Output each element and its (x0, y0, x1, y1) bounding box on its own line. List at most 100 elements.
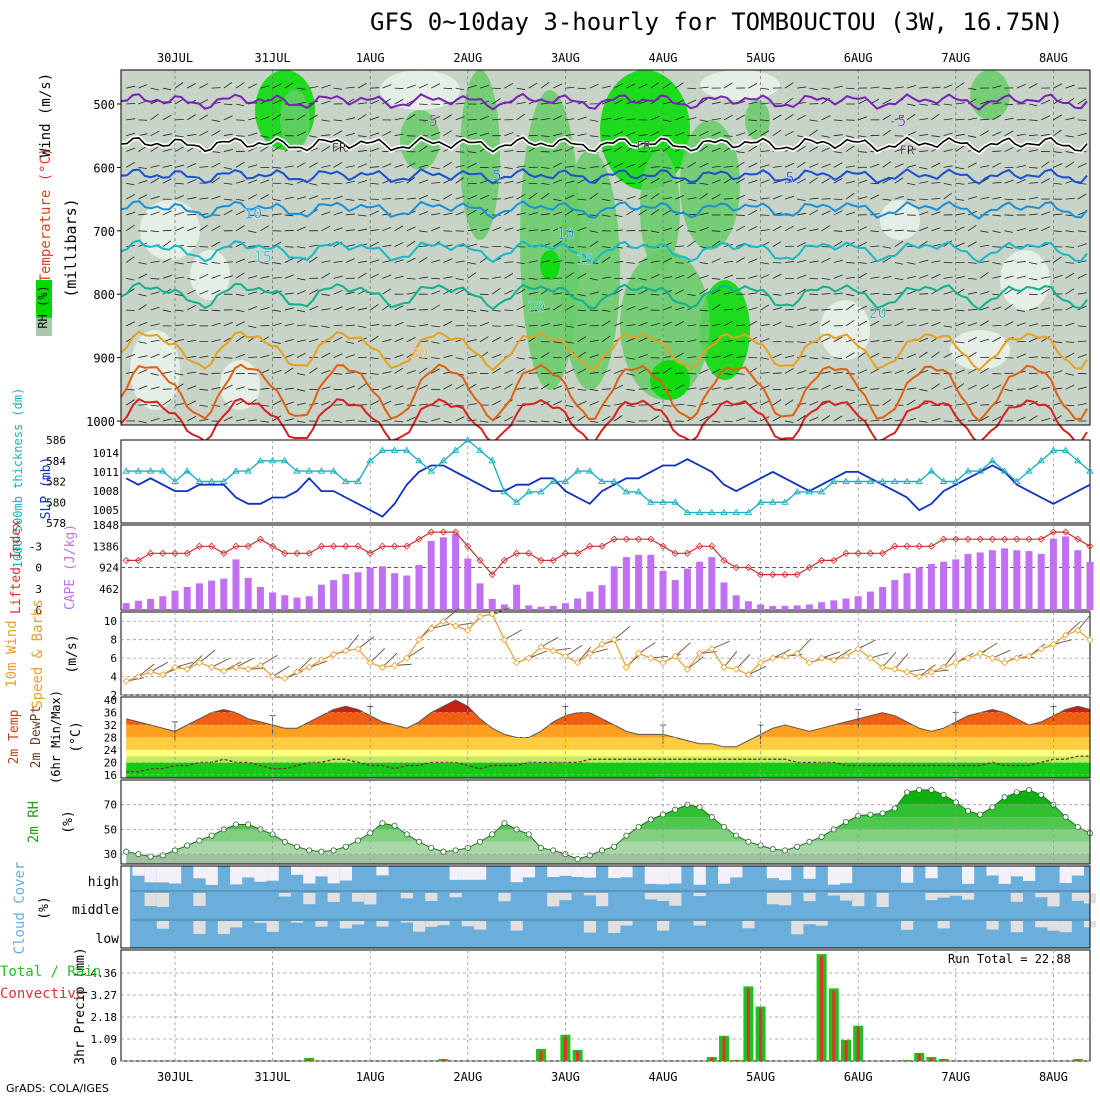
cloud-gap (559, 893, 571, 900)
date-bottom-label: 2AUG (453, 1070, 482, 1084)
rh-point (1075, 824, 1080, 829)
run-total: Run Total = 22.88 (948, 952, 1071, 966)
precip-convective-bar (930, 1058, 933, 1061)
wind-barb (456, 325, 465, 326)
cloud-gap (730, 866, 742, 877)
wind-panel-frame (121, 612, 1090, 695)
thickness-tick-label: 586 (46, 434, 66, 447)
cape-bar (940, 562, 947, 610)
cloud-gap (694, 893, 706, 896)
rh-point (331, 848, 336, 853)
cape-bar (525, 605, 532, 610)
contour-label: 20 (527, 298, 545, 316)
wind-barb (480, 278, 489, 279)
precip-convective-bar (918, 1054, 921, 1061)
cape-bar (1087, 562, 1094, 610)
rh-tick-label: 30 (104, 848, 117, 861)
cloud-gap (279, 893, 291, 897)
cape-bar (599, 585, 606, 610)
cloud-gap (340, 921, 352, 929)
cloud-gap (608, 866, 620, 878)
rh-point (282, 839, 287, 844)
cloud-gap (547, 866, 559, 877)
cape-bar (147, 599, 154, 610)
cloud-gap (694, 866, 706, 885)
li-tick-label: 0 (35, 562, 42, 575)
cloud-row-low: low (96, 932, 120, 947)
cloud-gap (425, 893, 437, 901)
cloud-gap (364, 893, 376, 904)
precip-tick-label: 3.27 (91, 989, 118, 1002)
cloud-gap (132, 866, 144, 876)
cloud-gap (254, 866, 266, 882)
temp-tick-label: 32 (104, 719, 117, 732)
cloud-gap (157, 893, 169, 907)
date-top-label: 5AUG (746, 51, 775, 65)
cape-bar (330, 580, 337, 610)
rh-point (416, 839, 421, 844)
wind-tick-label: 6 (110, 652, 117, 665)
cape-tick-label: 1386 (93, 540, 120, 553)
temp-tick-label: 16 (104, 769, 117, 782)
cloud-gap (767, 866, 779, 878)
rh-band (121, 854, 1090, 864)
contour-label: FR (900, 144, 915, 158)
precip-total-legend: Total / Rain (0, 964, 101, 980)
wind-tick-label: 4 (110, 671, 117, 684)
cloud-gap (1060, 921, 1072, 932)
legend-wind-label: Wind (m/s) (38, 73, 54, 157)
cloud-gap (669, 866, 681, 883)
rh-point (538, 845, 543, 850)
cloud-gap (925, 893, 937, 900)
cape-bar (879, 587, 886, 610)
cloud-gap (547, 893, 559, 906)
rh-point (917, 787, 922, 792)
cape-bar (257, 587, 264, 610)
cloud-gap (462, 866, 474, 880)
wind-barb (846, 263, 855, 264)
cloud-row-high: high (88, 875, 119, 890)
rh-high-patch (650, 360, 690, 400)
date-bottom-label: 6AUG (844, 1070, 873, 1084)
y-tick-label: 600 (93, 161, 115, 175)
cape-bar (891, 580, 898, 610)
wind-barb (236, 136, 245, 137)
cape-bar (1026, 551, 1033, 610)
rh-point (795, 844, 800, 849)
date-bottom-label: 4AUG (649, 1070, 678, 1084)
page-title: GFS 0~10day 3-hourly for TOMBOUCTOU (3W,… (370, 8, 1064, 36)
cape-bar (440, 537, 447, 610)
rh-point (185, 843, 190, 848)
cloud-gap (267, 921, 279, 932)
date-bottom-label: 5AUG (746, 1070, 775, 1084)
wind-barb (895, 341, 904, 342)
rh-point (392, 823, 397, 828)
cape-bar (477, 583, 484, 610)
date-top-label: 1AUG (356, 51, 385, 65)
date-top-label: 7AUG (941, 51, 970, 65)
date-top-label: 6AUG (844, 51, 873, 65)
y-tick-label: 700 (93, 225, 115, 239)
cloud-gap (450, 866, 462, 880)
wind-barb (992, 325, 1001, 326)
cloud-gap (620, 866, 632, 877)
cape-bar (159, 596, 166, 610)
cloud-gap (376, 866, 388, 875)
wind-label-a: 10m Wind (4, 620, 20, 687)
cloud-gap (145, 866, 157, 882)
temp-unit-label: (°C) (69, 721, 84, 752)
cape-bar (452, 534, 459, 610)
date-bottom-label: 7AUG (941, 1070, 970, 1084)
cape-bar (586, 592, 593, 610)
rh-point (197, 838, 202, 843)
cape-bar (684, 569, 691, 610)
cape-bar (538, 607, 545, 610)
cloud-gap (450, 893, 462, 897)
rh-point (587, 853, 592, 858)
cloud-gap (608, 921, 620, 933)
cloud-gap (291, 866, 303, 875)
cape-bar (135, 601, 142, 610)
temp-band (121, 750, 1090, 756)
